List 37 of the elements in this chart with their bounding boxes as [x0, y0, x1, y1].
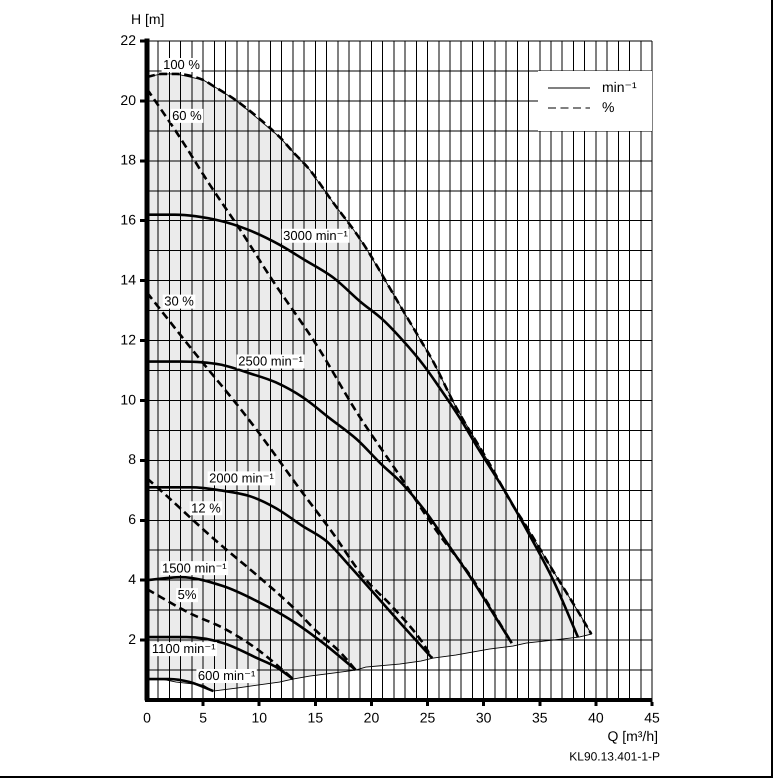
annotation: 30 % — [164, 294, 194, 309]
y-tick-label: 22 — [120, 32, 136, 48]
annotation: 2500 min⁻¹ — [238, 354, 304, 369]
x-tick-label: 10 — [251, 709, 268, 726]
annotation: 2000 min⁻¹ — [209, 470, 274, 486]
y-tick-label: 2 — [128, 630, 136, 647]
annotation: 12 % — [191, 500, 222, 516]
x-tick-label: 30 — [476, 709, 492, 726]
y-tick-label: 6 — [128, 511, 136, 528]
annotation: 1500 min⁻¹ — [162, 560, 228, 576]
y-tick-label: 14 — [120, 271, 136, 288]
y-tick-label: 12 — [120, 331, 136, 348]
annotation: 100 % — [163, 57, 200, 72]
y-tick-label: 4 — [128, 571, 136, 588]
legend-label: min⁻¹ — [602, 78, 637, 95]
x-tick-label: 20 — [364, 709, 380, 726]
x-tick-label: 0 — [143, 709, 152, 726]
y-tick-label: 18 — [120, 152, 136, 168]
x-axis-title: Q [m³/h] — [607, 728, 658, 744]
x-tick-label: 35 — [532, 709, 548, 726]
annotation: 60 % — [172, 108, 202, 123]
annotation: 5% — [178, 587, 197, 602]
text: KL90.13.401-1-P — [569, 749, 660, 764]
x-tick-label: 15 — [308, 709, 324, 726]
y-tick-label: 20 — [120, 92, 136, 108]
legend-label: % — [602, 98, 614, 115]
x-tick-label: 5 — [199, 709, 208, 726]
y-tick-label: 16 — [120, 212, 136, 228]
annotation: 3000 min⁻¹ — [283, 228, 349, 243]
x-tick-label: 25 — [420, 709, 436, 726]
annotation: 600 min⁻¹ — [198, 668, 256, 684]
annotation: 1100 min⁻¹ — [152, 641, 216, 656]
x-tick-label: 45 — [644, 709, 660, 726]
y-axis-title: H [m] — [131, 10, 164, 27]
x-tick-label: 40 — [588, 709, 604, 726]
y-tick-label: 8 — [128, 451, 136, 468]
y-tick-label: 10 — [120, 391, 136, 408]
